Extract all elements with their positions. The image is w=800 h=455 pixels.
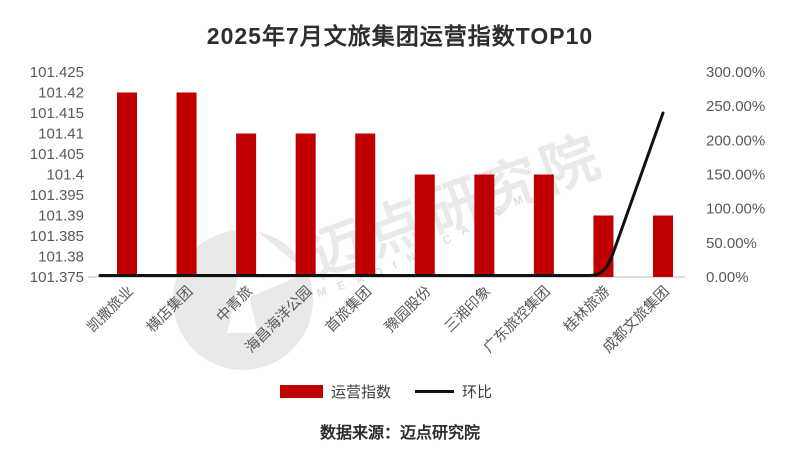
bar-横店集团 [176,92,197,277]
bar-海昌海洋公园 [295,133,316,277]
right-axis-tick-label: 250.00% [706,98,765,115]
left-axis-tick-label: 101.42 [38,85,84,102]
left-axis-tick-label: 101.39 [38,208,84,225]
legend-line-label: 环比 [462,384,493,401]
left-axis-tick-label: 101.38 [38,249,84,266]
right-axis-tick-label: 0.00% [706,269,749,286]
bar-成都文旅集团 [653,215,673,277]
bar-广东旅控集团 [533,174,554,277]
watermark-tower-icon [227,246,258,333]
legend-bar-label: 运营指数 [330,384,391,401]
ratio-line [98,111,665,277]
bar-首旅集团 [355,133,376,277]
left-axis-tick-label: 101.405 [30,146,84,163]
legend: 运营指数 环比 [0,381,786,402]
right-axis-tick-label: 100.00% [706,201,765,218]
left-axis-tick-label: 101.41 [38,126,84,143]
legend-bar-swatch [279,385,323,398]
bar-中青旅 [236,133,257,277]
right-axis-tick-label: 150.00% [706,167,765,184]
left-axis-tick-label: 101.4 [46,167,84,184]
category-label: 豫园股份 [382,282,435,335]
category-label: 桂林旅游 [560,283,613,336]
left-axis-tick-label: 101.415 [30,105,84,122]
left-axis-tick-label: 101.375 [30,269,84,286]
bar-桂林旅游 [593,215,614,277]
category-label: 三湘印象 [441,283,494,336]
left-axis-tick-label: 101.425 [30,64,84,81]
left-axis-tick-label: 101.385 [30,228,84,245]
bar-三湘印象 [474,174,495,277]
watermark-logo-wedge [243,231,308,300]
data-source-note: 数据来源：迈点研究院 [319,425,480,442]
right-axis-tick-label: 200.00% [706,132,765,149]
category-label: 凯撒旅业 [84,283,137,336]
left-axis-tick-label: 101.395 [30,187,84,204]
bar-凯撒旅业 [117,92,137,277]
right-axis-tick-label: 300.00% [706,64,765,81]
watermark-text-cn: 迈点研究院 [300,123,613,288]
right-axis-tick-label: 50.00% [706,235,757,252]
chart-title: 2025年7月文旅集团运营指数TOP10 [206,23,594,49]
bar-豫园股份 [414,174,435,277]
line-layer [98,111,665,277]
legend-line-swatch [415,390,454,393]
bars-layer [117,92,673,277]
